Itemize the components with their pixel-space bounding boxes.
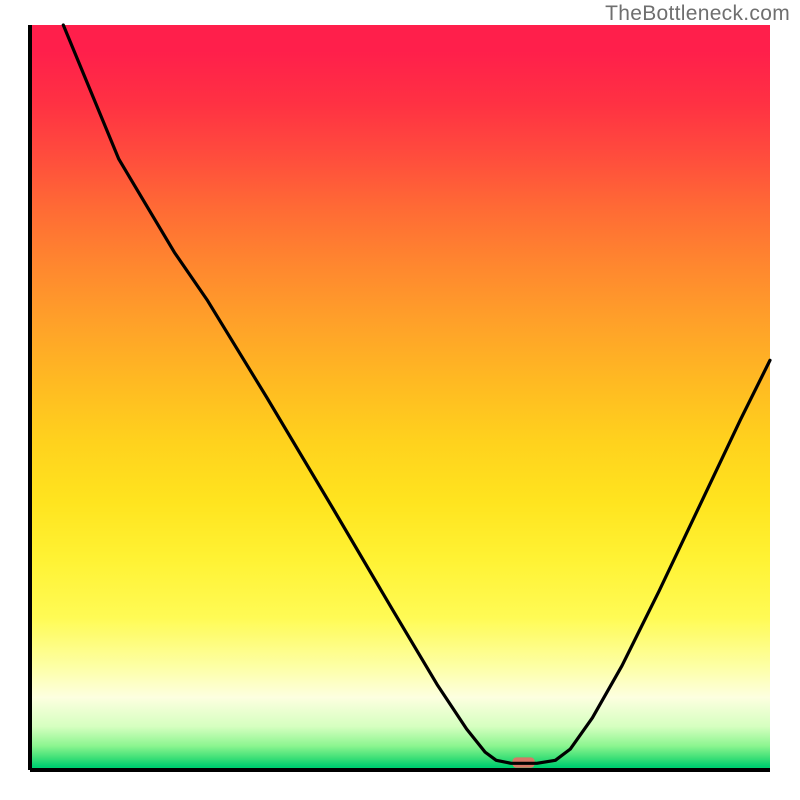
chart-canvas: [0, 0, 800, 800]
watermark-text: TheBottleneck.com: [605, 2, 790, 26]
bottleneck-chart: TheBottleneck.com: [0, 0, 800, 800]
